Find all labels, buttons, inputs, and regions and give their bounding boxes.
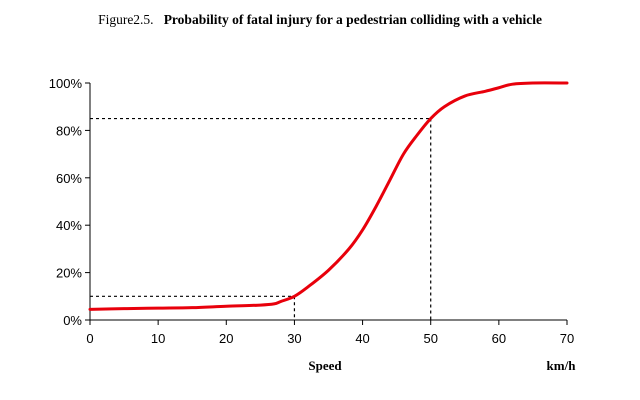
- y-tick-label: 80%: [56, 123, 82, 138]
- x-tick-label: 70: [560, 331, 574, 346]
- x-ticks: 0 10 20 30 40 50 60 70: [86, 320, 574, 346]
- y-tick-label: 100%: [49, 76, 83, 91]
- y-tick-label: 60%: [56, 171, 82, 186]
- x-axis-unit: km/h: [547, 358, 577, 373]
- y-tick-label: 0%: [63, 313, 82, 328]
- axes: [89, 83, 567, 321]
- x-tick-label: 10: [151, 331, 165, 346]
- series-layer: [88, 81, 569, 311]
- x-tick-label: 40: [355, 331, 369, 346]
- x-tick-label: 30: [287, 331, 301, 346]
- x-axis-label: Speed: [308, 358, 342, 373]
- series-line: [88, 81, 569, 311]
- x-tick-label: 50: [423, 331, 437, 346]
- x-tick-label: 0: [86, 331, 93, 346]
- reference-lines: [90, 117, 432, 320]
- caption-number: Figure2.5.: [98, 12, 154, 27]
- y-ticks: 0% 20% 40% 60% 80% 100%: [49, 76, 90, 328]
- x-tick-label: 20: [219, 331, 233, 346]
- x-tick-label: 60: [492, 331, 506, 346]
- caption-title: Probability of fatal injury for a pedest…: [163, 12, 542, 27]
- y-tick-label: 40%: [56, 218, 82, 233]
- y-tick-label: 20%: [56, 266, 82, 281]
- figure-caption: Figure2.5. Probability of fatal injury f…: [0, 12, 640, 28]
